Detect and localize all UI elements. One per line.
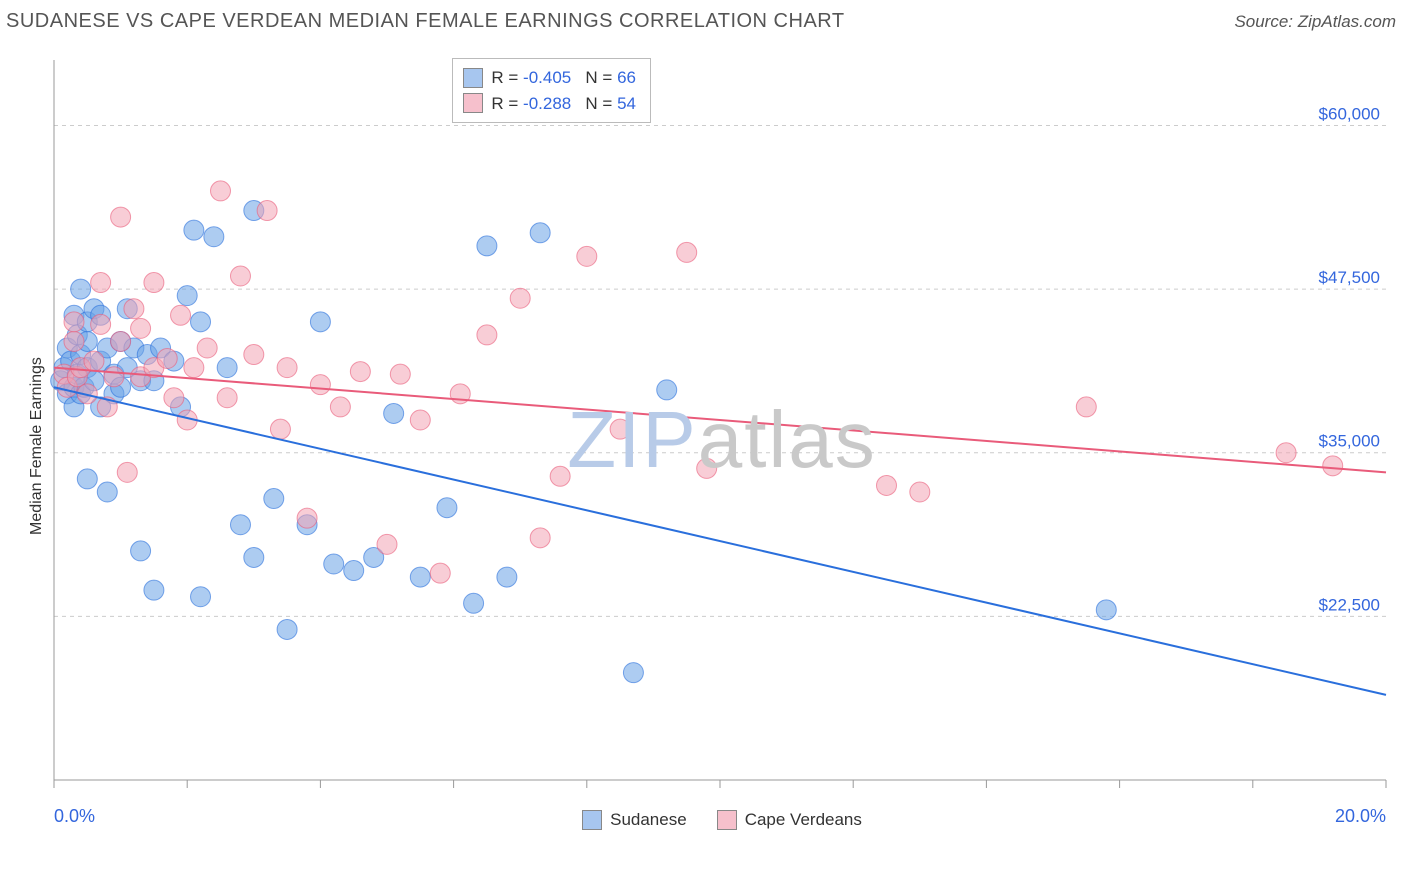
swatch-icon xyxy=(463,93,483,113)
correlation-values: R = -0.288 N = 54 xyxy=(491,91,636,117)
legend-item: Cape Verdeans xyxy=(717,810,862,830)
correlation-row: R = -0.405 N = 66 xyxy=(463,65,636,91)
y-axis-label: Median Female Earnings xyxy=(28,346,48,546)
swatch-icon xyxy=(717,810,737,830)
correlation-values: R = -0.405 N = 66 xyxy=(491,65,636,91)
legend-label: Sudanese xyxy=(610,810,687,830)
scatter-chart: $22,500$35,000$47,500$60,0000.0%20.0% xyxy=(48,48,1396,832)
svg-text:$60,000: $60,000 xyxy=(1319,104,1380,123)
source-label: Source: ZipAtlas.com xyxy=(1234,12,1396,32)
chart-title: SUDANESE VS CAPE VERDEAN MEDIAN FEMALE E… xyxy=(6,10,845,33)
correlation-legend: R = -0.405 N = 66R = -0.288 N = 54 xyxy=(452,58,651,123)
svg-text:$47,500: $47,500 xyxy=(1319,268,1380,287)
plot-area: $22,500$35,000$47,500$60,0000.0%20.0% ZI… xyxy=(48,48,1396,832)
swatch-icon xyxy=(582,810,602,830)
legend-label: Cape Verdeans xyxy=(745,810,862,830)
legend-item: Sudanese xyxy=(582,810,687,830)
svg-text:$22,500: $22,500 xyxy=(1319,595,1380,614)
swatch-icon xyxy=(463,68,483,88)
series-legend: Sudanese Cape Verdeans xyxy=(48,810,1396,830)
svg-text:$35,000: $35,000 xyxy=(1319,432,1380,451)
correlation-row: R = -0.288 N = 54 xyxy=(463,91,636,117)
title-row: SUDANESE VS CAPE VERDEAN MEDIAN FEMALE E… xyxy=(6,10,1396,33)
